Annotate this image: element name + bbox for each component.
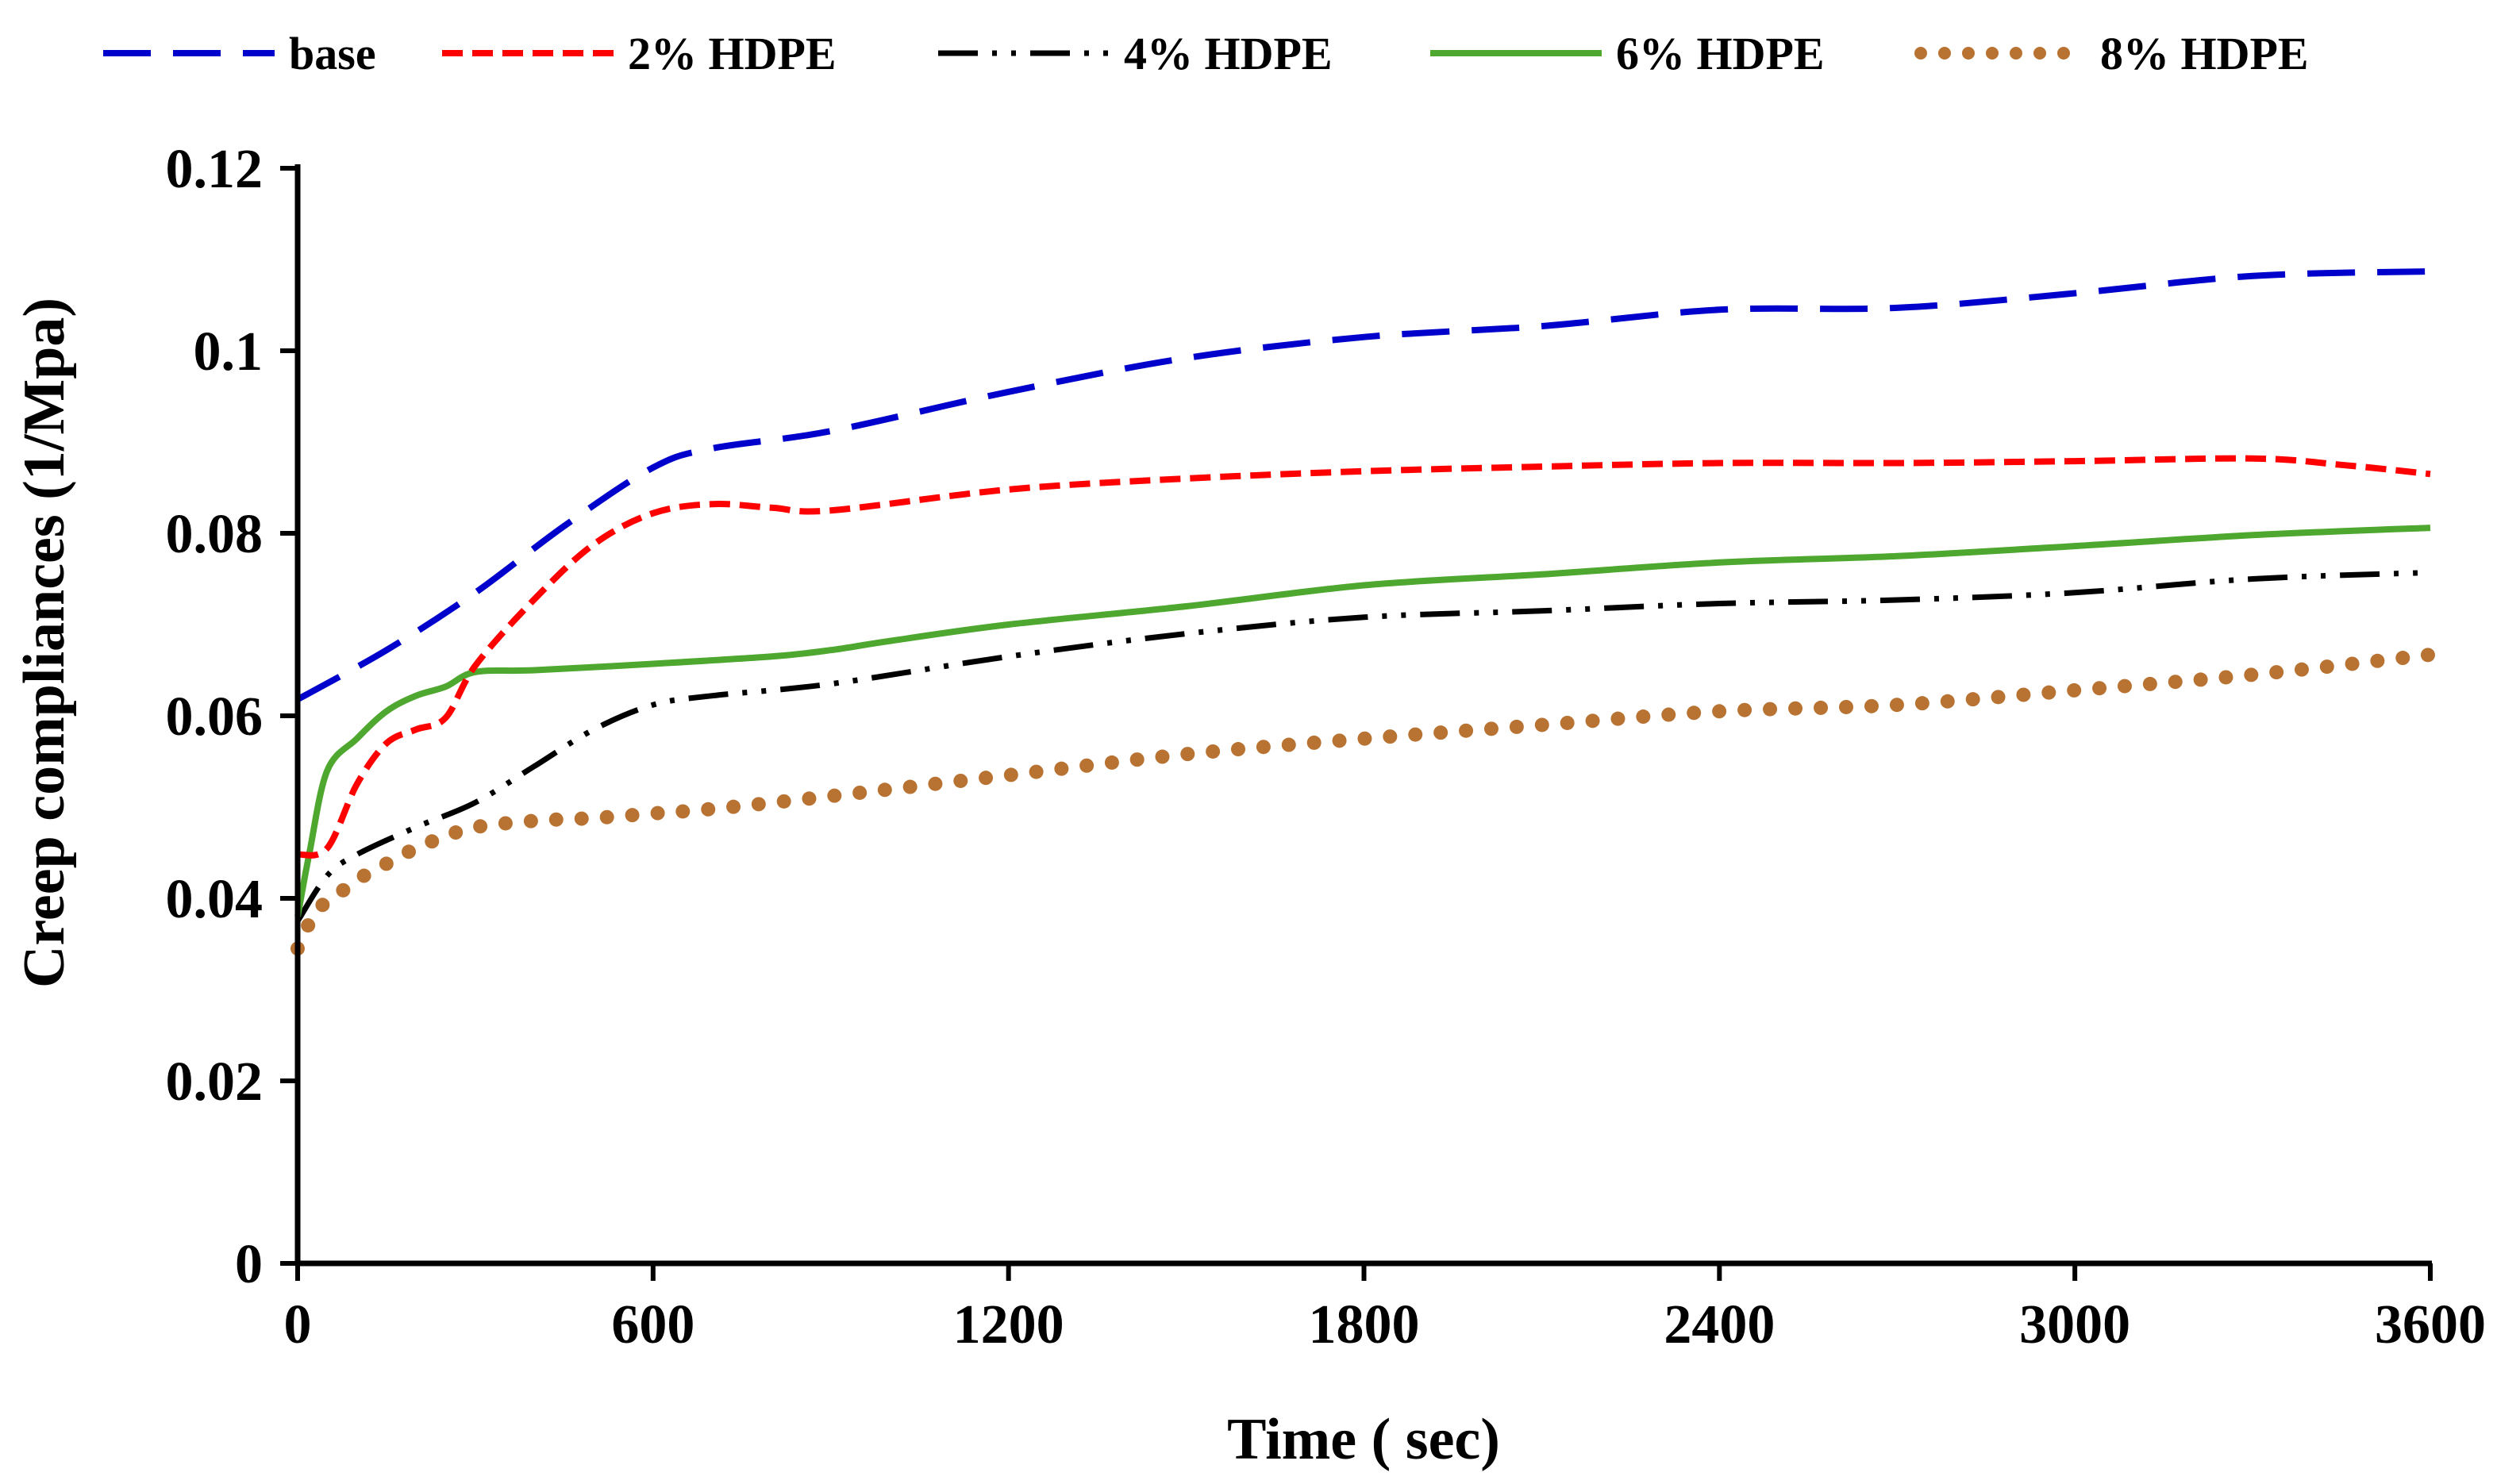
series-line-2-hdpe: [297, 455, 2431, 859]
series-line-6-hdpe: [294, 525, 2431, 917]
y-tick-label: 0: [235, 1234, 263, 1295]
series-layer: [290, 268, 2437, 956]
x-tick-label: 3000: [2019, 1294, 2130, 1355]
y-tick-label: 0.08: [166, 504, 264, 565]
legend-label-4pct: 4% HDPE: [1124, 27, 1333, 79]
x-tick-label: 1200: [953, 1294, 1064, 1355]
legend-swatch-base: [103, 50, 275, 56]
y-tick-label: 0.12: [166, 139, 264, 200]
y-tick-label: 0.04: [166, 869, 264, 930]
legend-item-8pct: 8% HDPE: [1913, 17, 2309, 89]
legend-item-base: base: [102, 17, 376, 89]
x-tick-label: 1800: [1309, 1294, 1420, 1355]
legend-swatch-8pct: [1914, 47, 2087, 60]
x-tick-label: 3600: [2375, 1294, 2486, 1355]
x-tick-label: 2400: [1664, 1294, 1775, 1355]
legend-swatch-4pct: [938, 50, 1110, 56]
y-tick-label: 0.1: [194, 321, 264, 383]
series-line-base: [296, 268, 2431, 702]
legend-label-8pct: 8% HDPE: [2100, 27, 2309, 79]
x-tick-label: 0: [284, 1294, 312, 1355]
axes-layer: 0 0.02 0.04 0.06 0.08 0.1 0.12 0 600 1200 1800 2400…: [166, 139, 2487, 1355]
x-tick-label: 600: [611, 1294, 694, 1355]
legend-item-6pct: 6% HDPE: [1429, 17, 1825, 89]
y-axis-title: Creep compliances (1/Mpa): [12, 298, 77, 988]
legend-label-6pct: 6% HDPE: [1616, 27, 1825, 79]
y-tick-label: 0.02: [166, 1051, 264, 1113]
legend-swatch-6pct: [1430, 50, 1602, 56]
x-axis-title: Time ( sec): [1227, 1407, 1500, 1472]
legend-item-4pct: 4% HDPE: [937, 17, 1333, 89]
legend: base 2% HDPE 4% HDPE 6% HDPE 8% HDPE: [0, 17, 2520, 89]
series-line-4-hdpe: [295, 569, 2431, 923]
legend-item-2pct: 2% HDPE: [441, 17, 837, 89]
legend-label-base: base: [289, 27, 376, 79]
series-line-8-hdpe: [290, 648, 2437, 956]
legend-label-2pct: 2% HDPE: [628, 27, 837, 79]
y-tick-label: 0.06: [166, 686, 264, 748]
